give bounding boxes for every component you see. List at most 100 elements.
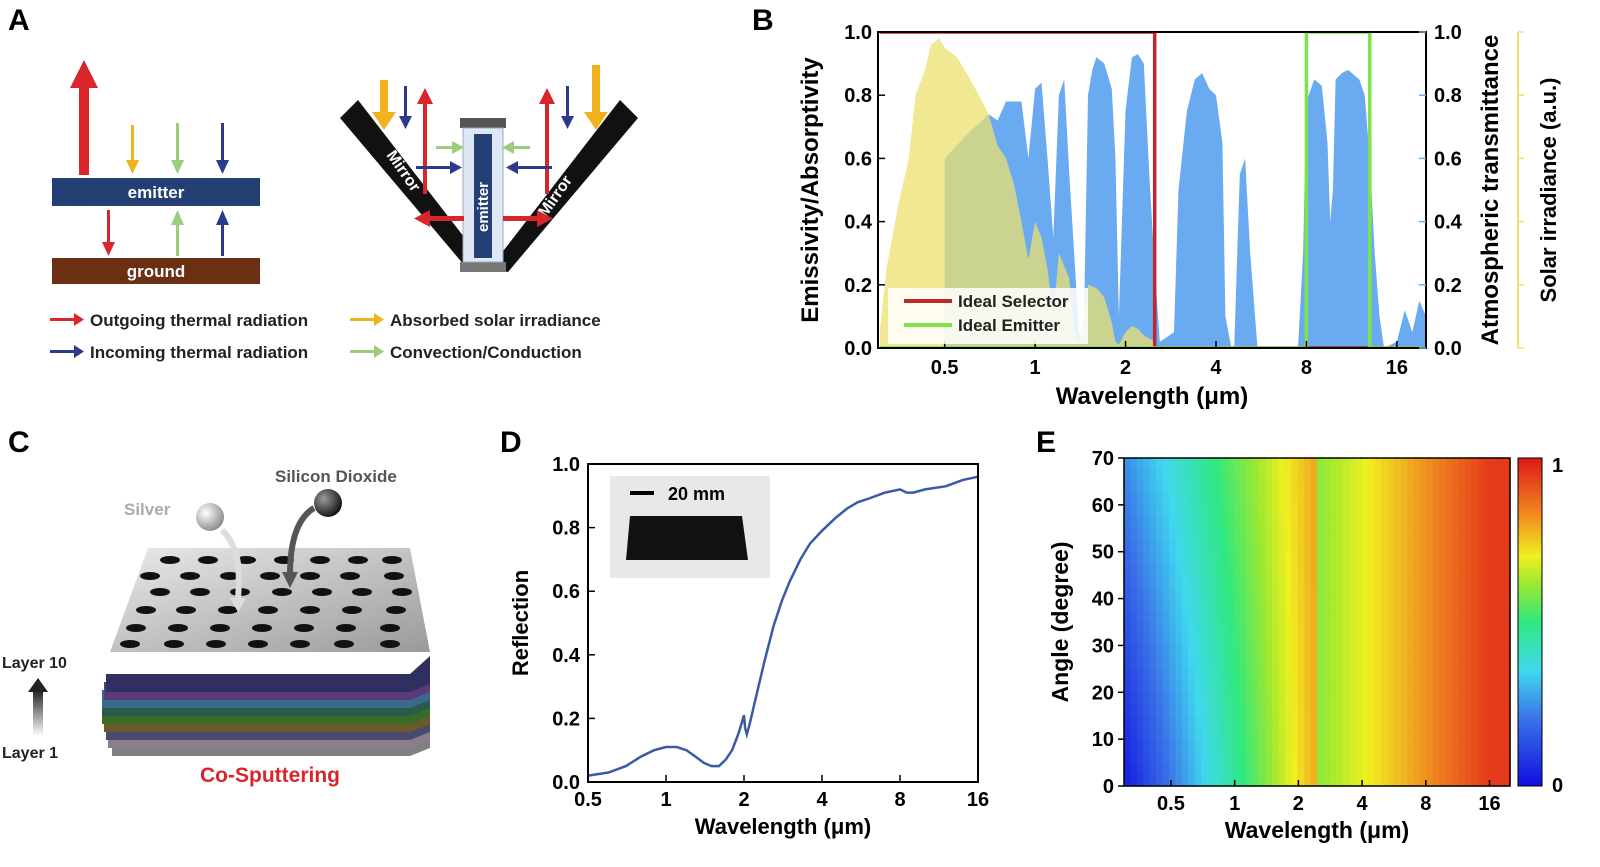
heatmap-cell (1181, 668, 1189, 682)
heatmap-cell (1310, 528, 1318, 541)
heatmap-cell (1484, 575, 1492, 588)
heatmap-cell (1419, 704, 1427, 717)
heatmap-cell (1246, 692, 1254, 705)
heatmap-cell (1136, 610, 1144, 623)
heatmap-cell (1497, 715, 1505, 729)
heatmap-cell (1265, 739, 1273, 752)
heatmap-cell (1181, 645, 1189, 658)
heatmap-cell (1214, 610, 1222, 623)
heatmap-cell (1452, 586, 1460, 600)
heatmap-cell (1278, 704, 1286, 717)
heatmap-cell (1323, 727, 1331, 740)
x-tick-label: 16 (1478, 793, 1500, 815)
heatmap-cell (1188, 645, 1196, 658)
heatmap-cell (1271, 739, 1279, 752)
heatmap-cell (1445, 469, 1453, 483)
heatmap-cell (1149, 610, 1157, 623)
heatmap-cell (1169, 622, 1177, 635)
heatmap-cell (1130, 739, 1138, 752)
heatmap-cell (1220, 645, 1228, 658)
heatmap-cell (1413, 610, 1421, 623)
heatmap-cell (1239, 739, 1247, 752)
heatmap-cell (1304, 586, 1312, 600)
panel-b-label: B (752, 4, 774, 37)
heatmap-cell (1471, 727, 1479, 740)
heatmap-cell (1304, 504, 1312, 518)
heatmap-cell (1484, 633, 1492, 647)
heatmap-cell (1419, 516, 1427, 529)
heatmap-cell (1464, 704, 1472, 717)
heatmap-cell (1445, 540, 1453, 553)
heatmap-cell (1484, 493, 1492, 506)
heatmap-cell (1143, 633, 1151, 647)
heatmap-cell (1407, 481, 1415, 494)
heatmap-cell (1323, 739, 1331, 752)
heatmap-cell (1181, 762, 1189, 775)
heatmap-cell (1246, 551, 1254, 565)
heatmap-cell (1239, 586, 1247, 600)
heatmap-cell (1387, 586, 1395, 600)
panel-b-axes: 0.5 1 2 4 8 160.0 0.00.2 0.20.4 0.40.6 0.60.8 0.81… (797, 22, 1561, 410)
heatmap-cell (1497, 704, 1505, 717)
y-tick-label: 1.0 (552, 454, 580, 476)
heatmap-cell (1362, 586, 1370, 600)
heatmap-cell (1484, 750, 1492, 764)
heatmap-cell (1226, 563, 1234, 576)
heatmap-cell (1497, 598, 1505, 611)
heatmap-cell (1233, 551, 1241, 565)
heatmap-cell (1439, 727, 1447, 740)
heatmap-cell (1503, 516, 1511, 529)
heatmap-cell (1503, 563, 1511, 576)
heatmap-cell (1162, 610, 1170, 623)
heatmap-cell (1490, 528, 1498, 541)
heatmap-cell (1497, 692, 1505, 705)
ground-bar (52, 258, 260, 284)
heatmap-cell (1169, 551, 1177, 565)
heatmap-cell (1252, 774, 1260, 787)
x-tick-label: 1 (660, 789, 671, 811)
heatmap-cell (1284, 586, 1292, 600)
heatmap-cell (1497, 540, 1505, 553)
heatmap-cell (1259, 540, 1267, 553)
heatmap-cell (1169, 762, 1177, 775)
heatmap-cell (1394, 551, 1402, 565)
x-axis-label: Wavelength (μm) (1225, 817, 1409, 843)
heatmap-cell (1497, 575, 1505, 588)
heatmap-cell (1317, 481, 1325, 494)
heatmap-cell (1188, 680, 1196, 693)
heatmap-cell (1207, 622, 1215, 635)
heatmap-cell (1484, 704, 1492, 717)
heatmap-cell (1464, 598, 1472, 611)
heatmap-cell (1336, 715, 1344, 729)
silver-sphere-icon (196, 503, 224, 531)
panel-a-label: A (8, 4, 30, 37)
heatmap-cell (1124, 680, 1132, 693)
silver-label: Silver (124, 500, 171, 519)
heatmap-cell (1407, 668, 1415, 682)
heatmap-cell (1259, 493, 1267, 506)
heatmap-cell (1207, 575, 1215, 588)
heatmap-cell (1355, 739, 1363, 752)
heatmap-cell (1394, 633, 1402, 647)
slab-hole (290, 640, 310, 648)
heatmap-cell (1265, 633, 1273, 647)
heatmap-cell (1201, 469, 1209, 483)
heatmap-cell (1407, 774, 1415, 787)
heatmap-cell (1226, 586, 1234, 600)
heatmap-cell (1342, 481, 1350, 494)
heatmap-cell (1336, 516, 1344, 529)
heatmap-cell (1503, 715, 1511, 729)
heatmap-cell (1124, 481, 1132, 494)
heatmap-cell (1374, 633, 1382, 647)
heatmap-cell (1497, 622, 1505, 635)
heatmap-cell (1349, 516, 1357, 529)
panel-b: B 0.5 1 2 4 8 160.0 0.00.2 0.20.4 0.40.6 0.60.8 0.… (752, 4, 1561, 410)
heatmap-cell (1239, 528, 1247, 541)
heatmap-cell (1432, 668, 1440, 682)
slab-hole (168, 624, 188, 632)
heatmap-cell (1149, 750, 1157, 764)
heatmap-cell (1271, 563, 1279, 576)
heatmap-cell (1207, 633, 1215, 647)
heatmap-cell (1477, 704, 1485, 717)
heatmap-cell (1452, 668, 1460, 682)
